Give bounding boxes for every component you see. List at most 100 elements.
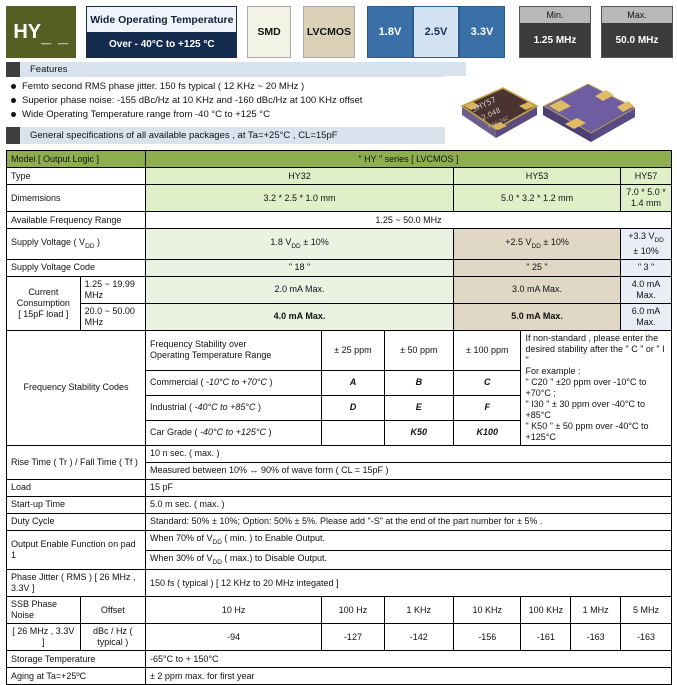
specification-table: Model [ Output Logic ] " HY " series [ L… [6,150,673,685]
ppm-25: ± 25 ppm [321,329,385,371]
current-low-hy53: 3.0 mA Max. [453,275,622,304]
current-high-hy57: 6.0 mA Max. [620,302,672,331]
supply-code-hy57: " 3 " [620,258,672,277]
feature-item: Superior phase noise: -155 dBc/Hz at 10 … [10,94,677,107]
code-commercial-25: A [321,369,385,396]
current-high-hy53: 5.0 mA Max. [453,302,622,331]
logic-badge: LVCMOS [302,6,355,58]
table-row-supply-code: Supply Voltage Code " 18 " " 25 " " 3 " [6,258,672,277]
code-industrial-100: F [453,394,522,421]
table-row-rise-fall-1: Rise Time ( Tr ) / Fall Time ( Tf ) 10 n… [6,444,673,480]
ssb-offset-1: 100 Hz [321,596,385,625]
ssb-offset-6: 5 MHz [620,596,672,625]
wide-operating-temperature-badge: Wide Operating Temperature Over - 40°C t… [86,6,238,58]
ssb-value-2: -142 [383,623,455,652]
table-row-current-low: Current Consumption[ 15pF load ] 1.25 ~ … [6,275,672,331]
voltage-badges: 1.8V 2.5V 3.3V [367,6,505,58]
oscillator-package-pads [543,83,637,142]
code-car-100: K100 [453,419,522,446]
code-industrial-25: D [321,394,385,421]
grade-industrial: Industrial ( -40°C to +85°C ) [144,394,323,421]
min-frequency-badge: Min. 1.25 MHz [519,6,591,58]
freq-range-value: 1.25 ~ 50.0 MHz [144,211,673,229]
table-row-stability-commercial: Commercial ( -10°C to +70°C ) A B C [7,369,672,396]
ssb-offset-4: 100 KHz [520,596,572,625]
current-range-high: 20.0 ~ 50.00 MHz [79,302,146,331]
table-row-output-enable-1: Output Enable Function on pad 1 When 70%… [6,529,673,571]
current-low-hy32: 2.0 mA Max. [144,275,455,304]
rise-fall-value-1: 10 n sec. ( max. ) [144,444,673,463]
supply-code-hy53: " 25 " [453,258,622,277]
phase-jitter-value: 150 fs ( typical ) [ 12 KHz to 20 MHz in… [144,569,673,598]
stability-codes-label: Frequency Stability Codes [6,329,146,446]
output-enable-line2: When 30% of VDD ( max.) to Disable Outpu… [144,549,673,571]
voltage-badge-1v8: 1.8V [367,6,413,58]
voltage-badge-2v5: 2.5V [413,6,459,58]
ssb-offset-label: Offset [79,596,146,625]
feature-item: Femto second RMS phase jitter. 150 fs ty… [10,80,677,93]
ssb-value-4: -161 [520,623,572,652]
output-enable-line1: When 70% of VDD ( min. ) to Enable Outpu… [144,529,673,551]
current-high-hy32: 4.0 mA Max. [144,302,455,331]
wot-title: Wide Operating Temperature [87,7,237,32]
storage-temp-value: -65°C to + 150°C [144,650,673,669]
table-row-supply-voltage: Supply Voltage ( VDD ) 1.8 VDD ± 10% +2.… [6,228,672,260]
freq-range-label: Available Frequency Range [6,211,146,229]
aging-value: ± 2 ppm max. for first year [144,667,673,685]
table-row-phase-jitter: Phase Jitter ( RMS ) [ 26 MHz , 3.3V ] 1… [6,569,673,598]
hy-logo: HY _ _ [6,6,77,58]
type-hy57: HY57 [620,167,672,185]
load-label: Load [6,478,146,497]
table-row-dimensions: Dimemsions 3.2 * 2.5 * 1.0 mm 5.0 * 3.2 … [6,184,672,212]
general-spec-banner: General specifications of all available … [6,127,466,144]
table-row-type: Type HY32 HY53 HY57 [6,167,672,185]
table-row-frequency-range: Available Frequency Range 1.25 ~ 50.0 MH… [6,211,673,229]
startup-label: Start-up Time [6,495,146,514]
table-row-ssb-values: [ 26 MHz , 3.3V ] dBc / Hz ( typical ) -… [6,623,672,652]
general-spec-title: General specifications of all available … [30,130,338,141]
voltage-badge-3v3: 3.3V [459,6,505,58]
wot-range: Over - 40°C to +125 °C [87,32,237,57]
product-photo: 3HY57 2.048 MEC 24C [445,76,670,150]
current-consumption-label: Current Consumption[ 15pF load ] [6,275,81,331]
rise-fall-label: Rise Time ( Tr ) / Fall Time ( Tf ) [6,444,146,480]
table-row-ssb-offsets: SSB Phase Noise Offset 10 Hz 100 Hz 1 KH… [6,596,672,625]
duty-cycle-value: Standard: 50% ± 10%; Option: 50% ± 5%. P… [144,512,673,531]
code-commercial-100: C [453,369,522,396]
banner-marker-icon [6,62,20,77]
type-hy32: HY32 [144,167,455,185]
code-car-50: K50 [383,419,455,446]
grade-car: Car Grade ( -40°C to +125°C ) [144,419,323,446]
max-label: Max. [602,7,672,23]
table-row-stability-header: Frequency Stability Codes Frequency Stab… [6,329,672,446]
series-title: " HY " series [ LVCMOS ] [144,150,673,168]
ssb-offset-2: 1 KHz [383,596,455,625]
output-enable-label: Output Enable Function on pad 1 [6,529,146,571]
features-banner: Features [6,62,466,77]
table-row-storage-temp: Storage Temperature -65°C to + 150°C [6,650,673,669]
ssb-value-5: -163 [570,623,622,652]
code-car-25 [321,419,385,446]
supply-code-hy32: " 18 " [144,258,455,277]
table-row-duty-cycle: Duty Cycle Standard: 50% ± 10%; Option: … [6,512,673,531]
dimensions-hy32: 3.2 * 2.5 * 1.0 mm [144,184,455,212]
frequency-range-badges: Min. 1.25 MHz Max. 50.0 MHz [519,6,673,58]
stability-note: If non-standard , please enter the desir… [520,329,672,446]
grade-commercial: Commercial ( -10°C to +70°C ) [144,369,323,396]
ssb-offset-0: 10 Hz [144,596,323,625]
supply-voltage-label: Supply Voltage ( VDD ) [6,228,146,260]
feature-item: Wide Operating Temperature range from -4… [10,108,677,121]
model-label: Model [ Output Logic ] [6,150,146,168]
type-hy53: HY53 [453,167,622,185]
oscillator-package-marked: 3HY57 2.048 MEC 24C [460,87,539,138]
ssb-unit-label: dBc / Hz ( typical ) [79,623,146,652]
table-row-startup: Start-up Time 5.0 m sec. ( max. ) [6,495,673,514]
supply-voltage-hy53: +2.5 VDD ± 10% [453,228,622,260]
banner-marker-icon [6,127,20,144]
ssb-offset-5: 1 MHz [570,596,622,625]
ssb-label-1: SSB Phase Noise [6,596,81,625]
max-frequency-badge: Max. 50.0 MHz [601,6,673,58]
ssb-value-6: -163 [620,623,672,652]
duty-cycle-label: Duty Cycle [6,512,146,531]
smd-badge: SMD [247,6,291,58]
